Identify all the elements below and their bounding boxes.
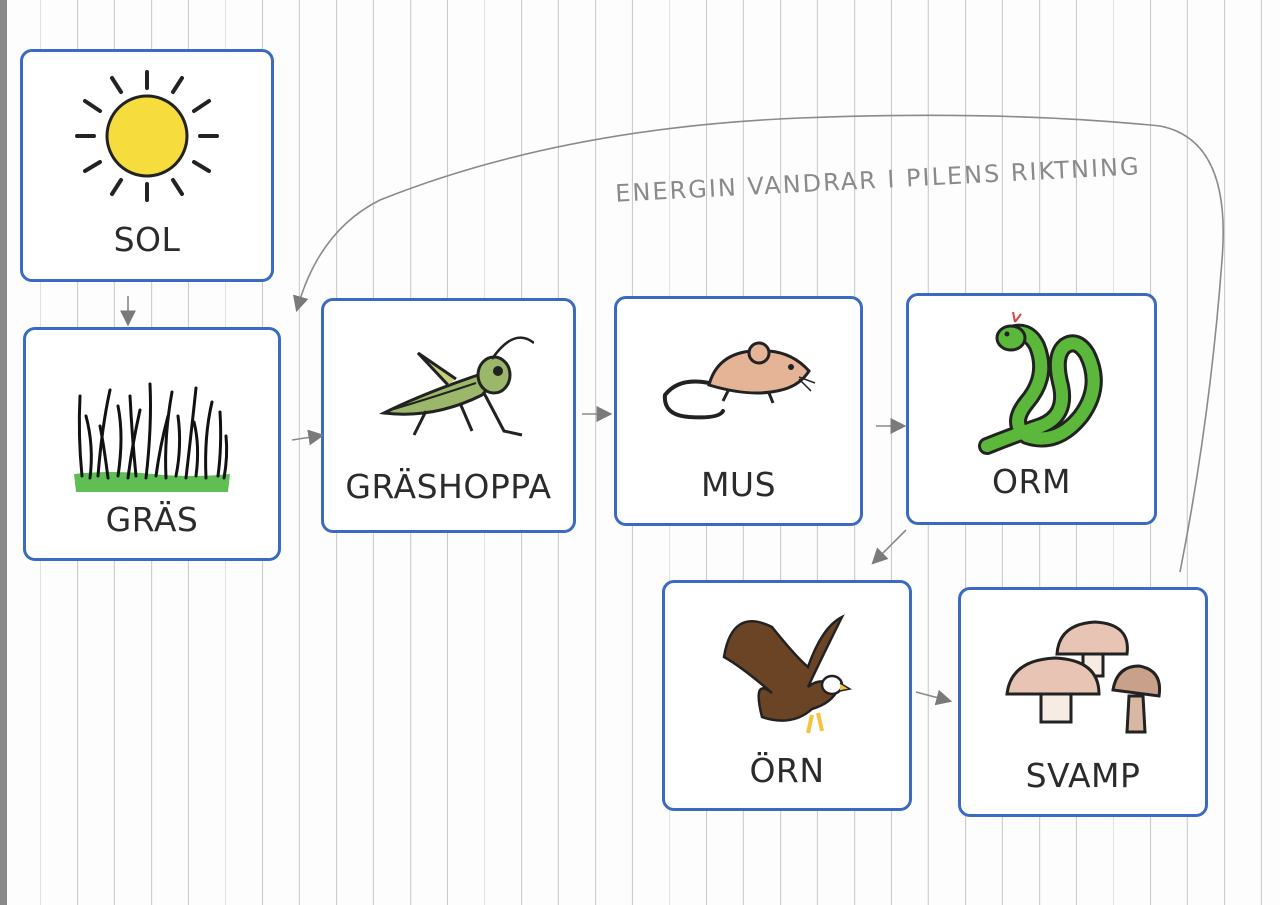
card-label: MUS (700, 465, 777, 504)
card-label: ORM (992, 462, 1071, 501)
card-label: SVAMP (1025, 756, 1141, 795)
card-label: SOL (113, 220, 181, 259)
card-orm: ORM (906, 293, 1157, 525)
eagle-icon (722, 614, 853, 734)
card-label: ÖRN (749, 751, 825, 790)
card-orn: ÖRN (662, 580, 912, 811)
card-label: GRÄSHOPPA (345, 467, 552, 506)
grass-icon (74, 382, 230, 492)
card-svamp: SVAMP (958, 587, 1208, 817)
mouse-icon (662, 341, 815, 420)
sun-icon (75, 70, 219, 202)
snake-icon (977, 311, 1103, 455)
paper-edge (0, 0, 7, 905)
card-sol: SOL (20, 49, 274, 282)
card-gras: GRÄS (23, 327, 281, 561)
card-mus: MUS (614, 296, 863, 526)
mushroom-icon (1005, 620, 1162, 734)
card-label: GRÄS (105, 500, 199, 539)
card-grashoppa: GRÄSHOPPA (321, 298, 576, 533)
grasshopper-icon (378, 336, 534, 437)
